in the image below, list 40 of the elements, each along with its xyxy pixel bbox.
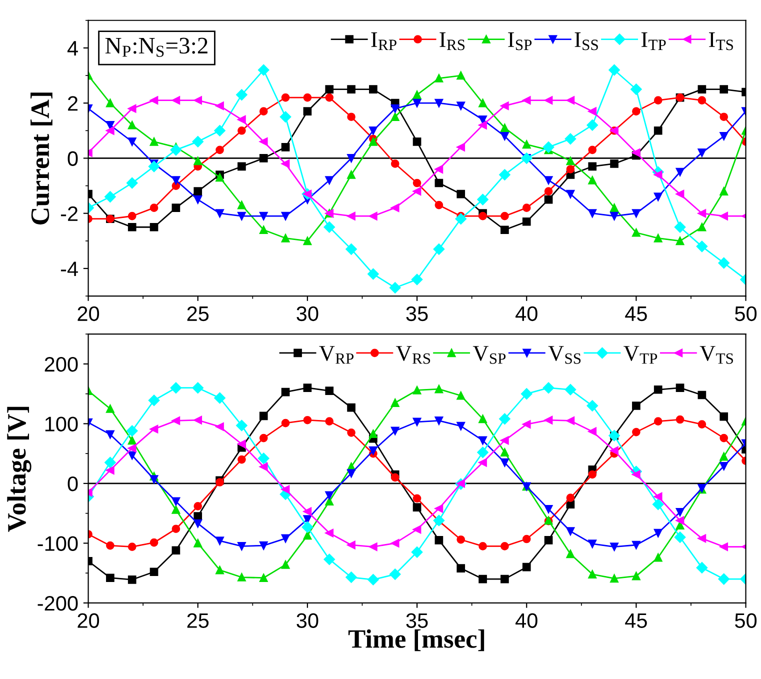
y-tick-label: 4 xyxy=(67,41,78,56)
legend-label: I$_{SS}$ xyxy=(574,32,598,50)
annotation: N$_{P}$:N$_{S}$=3:2 xyxy=(105,38,208,57)
legend-label: V$_{TP}$ xyxy=(624,346,658,364)
legend-label: V$_{TS}$ xyxy=(700,346,733,364)
x-tick-label: 25 xyxy=(187,613,209,628)
y-tick-label: 200 xyxy=(44,356,78,372)
y-tick-label: -100 xyxy=(38,536,78,551)
x-tick-label: 40 xyxy=(516,613,538,628)
y-axis-title: Current [A] xyxy=(30,92,52,224)
x-tick-label: 50 xyxy=(735,306,757,322)
x-tick-label: 40 xyxy=(516,306,538,322)
y-tick-label: -2 xyxy=(60,206,78,221)
y-tick-label: -200 xyxy=(38,596,78,611)
x-tick-label: 20 xyxy=(78,613,100,628)
y-tick-label: 0 xyxy=(68,476,78,492)
y-tick-label: -4 xyxy=(60,262,78,276)
y-tick-label: 0 xyxy=(68,151,78,166)
x-axis-title: Time [msec] xyxy=(348,629,484,652)
x-tick-label: 45 xyxy=(625,306,647,322)
x-tick-label: 45 xyxy=(625,613,647,628)
y-tick-label: 2 xyxy=(68,96,78,111)
legend-label: V$_{RS}$ xyxy=(396,346,430,364)
x-tick-label: 30 xyxy=(296,306,318,322)
y-axis-title: Voltage [V] xyxy=(7,406,32,532)
x-tick-label: 20 xyxy=(78,306,100,322)
x-tick-label: 25 xyxy=(187,306,209,322)
y-tick-label: 100 xyxy=(45,416,78,432)
legend-label: I$_{TP}$ xyxy=(641,32,666,50)
legend-label: I$_{RS}$ xyxy=(440,32,465,50)
legend-label: I$_{TS}$ xyxy=(709,32,733,50)
x-tick-label: 30 xyxy=(296,613,318,628)
x-tick-label: 35 xyxy=(406,613,428,628)
x-tick-label: 50 xyxy=(735,613,757,628)
legend-label: I$_{RP}$ xyxy=(371,32,396,50)
legend-label: V$_{SP}$ xyxy=(472,346,506,364)
legend-label: V$_{RP}$ xyxy=(319,346,354,364)
legend-label: V$_{SS}$ xyxy=(548,346,581,364)
legend-label: I$_{SP}$ xyxy=(508,32,532,50)
x-tick-label: 35 xyxy=(406,306,428,322)
